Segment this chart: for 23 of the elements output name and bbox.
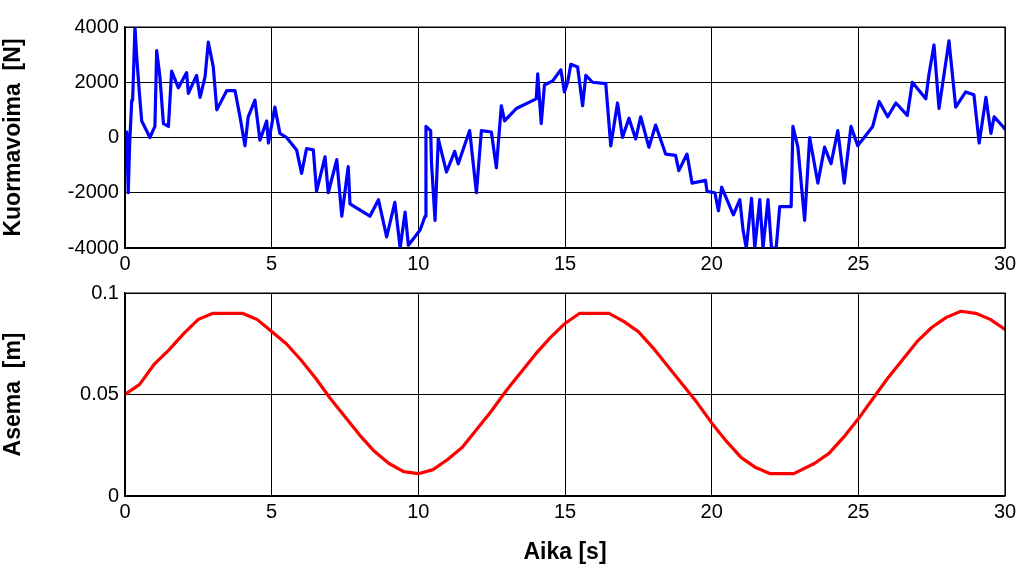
x-tick-label: 20 — [700, 251, 723, 274]
y-tick-label: -2000 — [67, 180, 119, 203]
y-tick-label: 4000 — [74, 14, 119, 37]
x-tick-label: 25 — [847, 251, 870, 274]
x-axis-title: Aika [s] — [523, 537, 607, 564]
y-tick-label: 0.1 — [91, 280, 119, 303]
x-tick-label: 10 — [407, 251, 430, 274]
y-axis-title: Kuormavoima [N] — [0, 38, 26, 237]
x-tick-label: 25 — [847, 499, 870, 522]
y-tick-label: 0.05 — [80, 382, 119, 405]
y-tick-label: -4000 — [67, 235, 119, 258]
y-axis-title: Asema [m] — [0, 332, 26, 457]
x-tick-label: 30 — [993, 251, 1017, 274]
y-tick-label: 0 — [107, 125, 119, 148]
x-tick-label: 20 — [700, 499, 723, 522]
y-tick-label: 0 — [107, 483, 119, 506]
x-tick-label: 5 — [266, 499, 278, 522]
x-tick-label: 5 — [266, 251, 278, 274]
y-tick-label: 2000 — [74, 69, 119, 92]
x-tick-label: 15 — [553, 251, 577, 274]
x-tick-label: 15 — [553, 499, 577, 522]
x-tick-label: 30 — [993, 499, 1017, 522]
x-tick-label: 10 — [407, 499, 430, 522]
